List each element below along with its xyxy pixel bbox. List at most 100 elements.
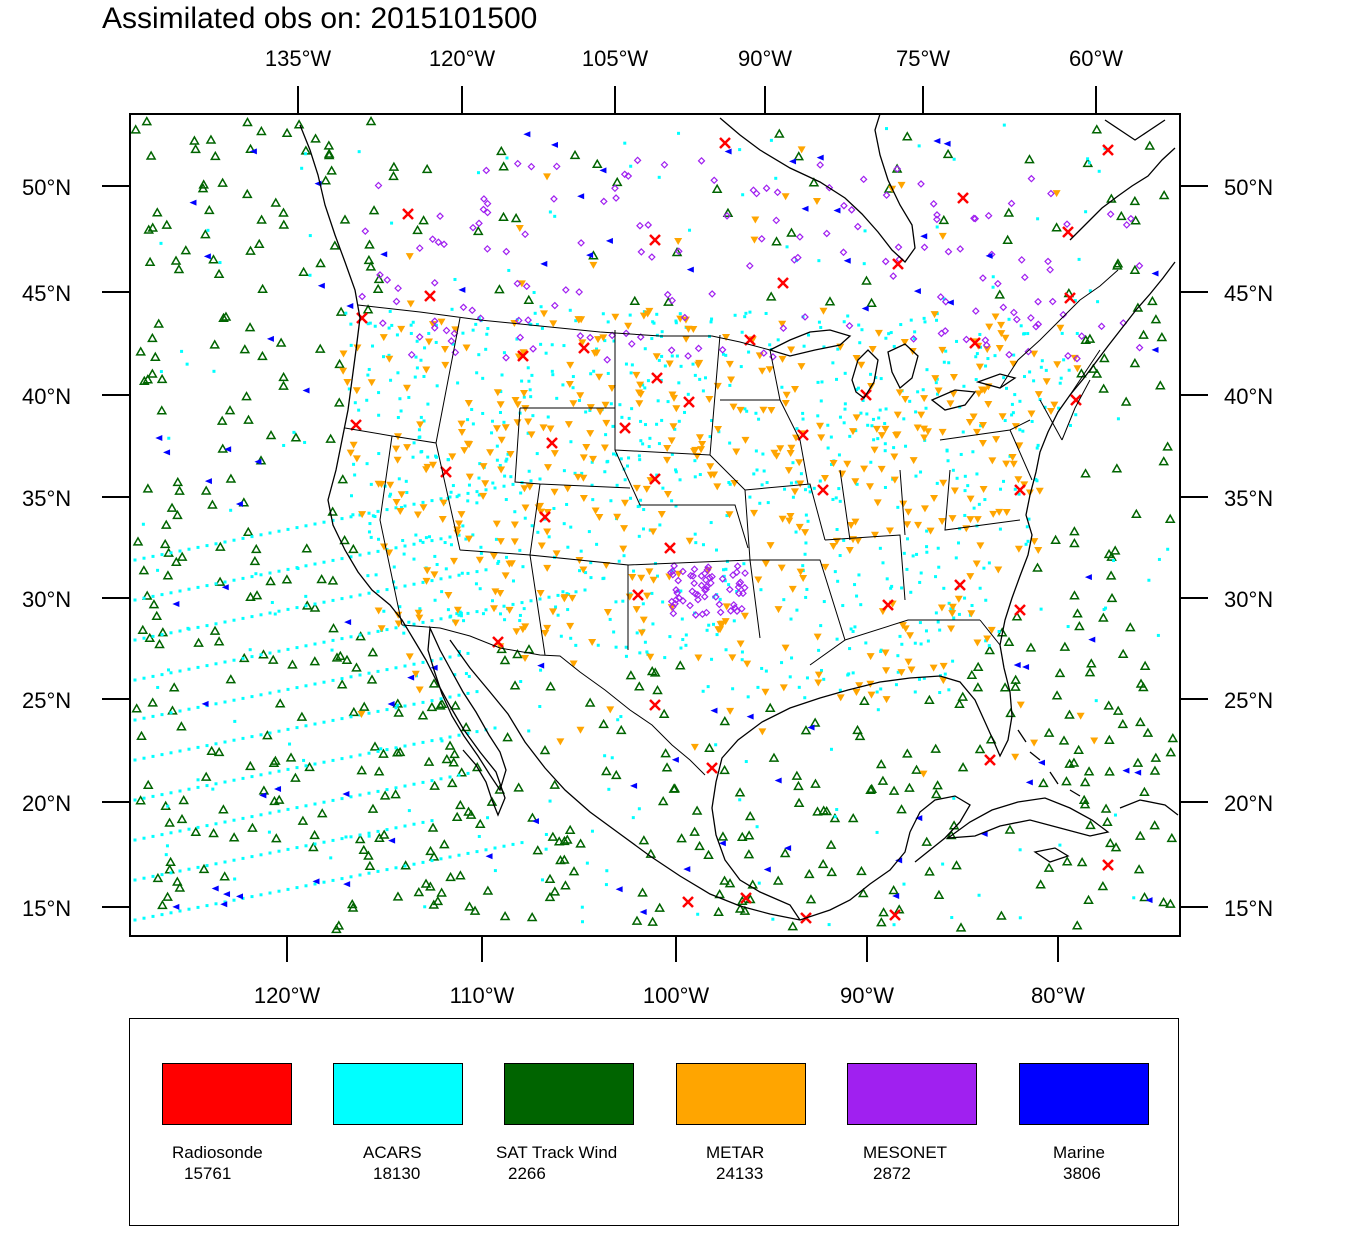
acars-marker	[304, 604, 308, 608]
marine-marker	[189, 199, 197, 206]
acars-marker	[760, 483, 764, 487]
acars-marker	[435, 563, 439, 567]
metar-marker	[774, 606, 783, 614]
acars-marker	[657, 442, 661, 446]
sat-wind-marker	[351, 662, 362, 672]
metar-marker	[543, 173, 552, 181]
acars-marker	[624, 362, 628, 366]
acars-marker	[196, 705, 200, 709]
acars-marker	[421, 660, 425, 664]
acars-marker	[584, 571, 588, 575]
acars-marker	[277, 569, 281, 573]
acars-marker	[268, 691, 272, 695]
sat-wind-marker	[1156, 331, 1168, 342]
sat-wind-marker	[739, 905, 751, 915]
acars-marker	[609, 499, 613, 503]
acars-marker	[322, 880, 326, 884]
metar-marker	[668, 391, 677, 399]
acars-marker	[379, 747, 383, 751]
marine-marker	[342, 790, 350, 797]
metar-marker	[1001, 334, 1010, 342]
sat-wind-marker	[1100, 803, 1112, 813]
metar-marker	[767, 407, 776, 415]
sat-wind-marker	[367, 803, 379, 813]
acars-marker	[860, 328, 864, 332]
acars-marker	[196, 865, 200, 869]
sat-wind-marker	[372, 283, 384, 293]
sat-wind-marker	[200, 229, 211, 239]
radiosonde-marker	[649, 473, 661, 485]
acars-marker	[650, 337, 654, 341]
marine-marker	[920, 233, 928, 240]
metar-marker	[437, 318, 446, 326]
sat-wind-marker	[142, 374, 154, 384]
acars-marker	[641, 527, 645, 531]
sat-wind-marker	[1098, 612, 1109, 622]
acars-marker	[1030, 419, 1034, 423]
acars-marker	[308, 234, 312, 238]
metar-marker	[639, 312, 648, 320]
acars-marker	[841, 604, 845, 608]
mesonet-marker	[603, 355, 612, 364]
acars-marker	[657, 175, 661, 179]
acars-marker	[879, 687, 883, 691]
acars-marker	[448, 615, 452, 619]
acars-marker	[439, 657, 443, 661]
sat-wind-marker	[323, 150, 335, 160]
acars-marker	[349, 755, 353, 759]
sat-wind-marker	[810, 778, 821, 788]
acars-marker	[415, 339, 419, 343]
metar-marker	[492, 520, 501, 528]
sat-wind-marker	[896, 804, 907, 814]
metar-marker	[663, 456, 672, 464]
mesonet-marker	[686, 571, 695, 580]
metar-marker	[819, 307, 828, 315]
mesonet-marker	[726, 607, 735, 615]
metar-marker	[790, 385, 799, 393]
sat-wind-marker	[539, 744, 551, 755]
sat-wind-marker	[439, 839, 450, 849]
metar-marker	[989, 510, 998, 518]
acars-marker	[178, 909, 182, 913]
sat-wind-marker	[339, 535, 350, 545]
acars-marker	[353, 473, 357, 477]
sat-wind-marker	[152, 872, 164, 883]
map-title: Assimilated obs on: 2015101500	[102, 2, 538, 35]
acars-marker	[503, 474, 507, 478]
sat-wind-marker	[388, 161, 400, 171]
acars-marker	[351, 513, 355, 517]
acars-marker	[475, 850, 479, 854]
sat-wind-marker	[298, 266, 309, 277]
sat-wind-marker	[878, 907, 889, 917]
sat-wind-marker	[141, 116, 153, 126]
acars-marker	[765, 481, 769, 485]
sat-wind-marker	[147, 222, 159, 232]
sat-wind-marker	[803, 868, 815, 879]
acars-marker	[358, 513, 362, 517]
acars-marker	[718, 597, 722, 601]
metar-marker	[579, 494, 588, 502]
acars-marker	[304, 152, 308, 156]
acars-marker	[942, 586, 946, 590]
mesonet-marker	[1032, 322, 1040, 331]
metar-marker	[444, 591, 453, 599]
acars-marker	[611, 424, 615, 428]
mesonet-marker	[759, 349, 768, 357]
metar-marker	[920, 425, 929, 433]
metar-marker	[635, 400, 644, 408]
acars-marker	[974, 378, 978, 382]
mesonet-marker	[979, 274, 987, 282]
metar-marker	[948, 603, 957, 611]
right-lat-label-15n: 15°N	[1224, 896, 1273, 921]
acars-marker	[446, 608, 450, 612]
sat-wind-marker	[938, 214, 950, 225]
acars-marker	[822, 345, 826, 349]
acars-marker	[528, 388, 532, 392]
acars-marker	[340, 637, 344, 641]
acars-marker	[997, 630, 1001, 634]
acars-marker	[605, 869, 609, 873]
acars-marker	[214, 902, 218, 906]
acars-marker	[187, 587, 191, 591]
acars-marker	[540, 878, 544, 882]
marine-marker	[615, 886, 623, 893]
